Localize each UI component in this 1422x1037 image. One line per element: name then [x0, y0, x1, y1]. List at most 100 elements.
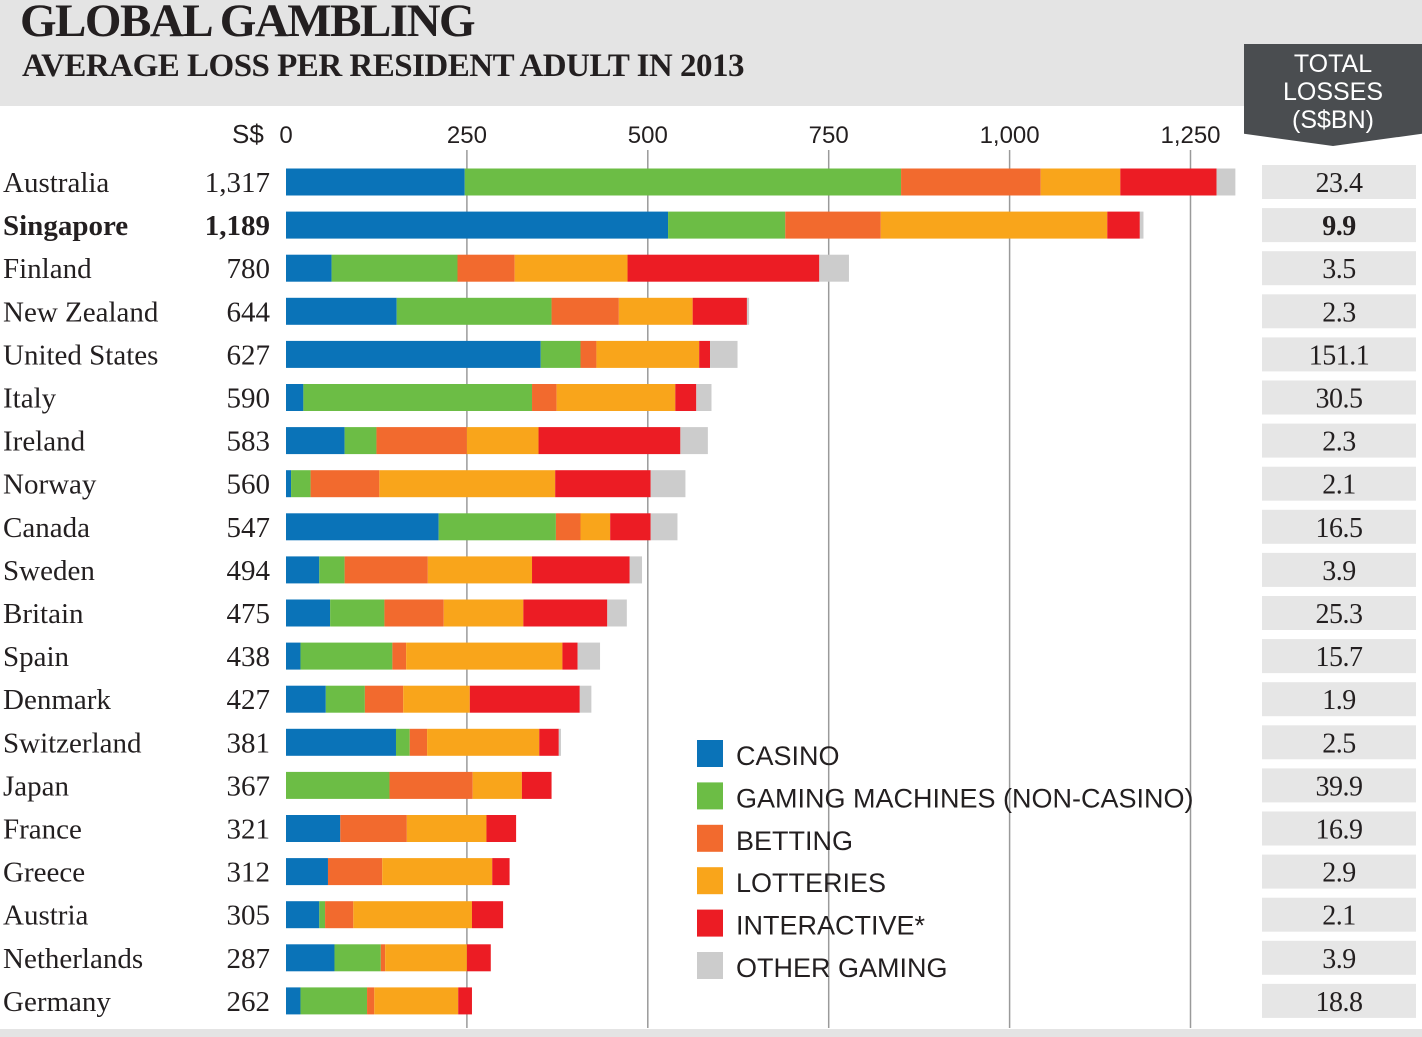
average-loss-label: 547 [227, 512, 271, 544]
bar-segment [344, 427, 377, 455]
bar-segment [325, 901, 354, 929]
bar-segment [438, 513, 556, 541]
x-tick-label: 250 [447, 122, 487, 149]
total-losses-value: 2.5 [1322, 728, 1356, 759]
bar-segment [580, 513, 611, 541]
country-label: Japan [3, 770, 70, 802]
total-losses-value: 30.5 [1316, 384, 1363, 415]
bar-segment [286, 513, 439, 541]
bar-segment [555, 513, 581, 541]
legend-label: CASINO [736, 741, 840, 771]
chart-row: Spain 438 15.7 [3, 639, 1416, 674]
bar-segment [367, 987, 375, 1015]
bar-segment [443, 599, 524, 627]
average-loss-label: 475 [227, 598, 271, 630]
total-losses-cell [1262, 552, 1416, 587]
bar-segment [325, 685, 365, 713]
bar-segment [286, 470, 292, 498]
total-losses-cell [1262, 940, 1416, 975]
bar-segment [668, 211, 786, 239]
bar-segment [364, 685, 404, 713]
bar-segment [562, 642, 578, 670]
chart-row: Britain 475 25.3 [3, 596, 1416, 630]
legend-label: OTHER GAMING [736, 953, 948, 983]
total-losses-cell [1262, 208, 1416, 243]
bar-segment [286, 858, 328, 886]
x-tick-label: 750 [809, 122, 849, 149]
bar-segment [650, 470, 686, 498]
chart-title: GLOBAL GAMBLING [20, 0, 476, 47]
country-label: Greece [3, 857, 85, 889]
x-axis-ticks: 0 250 500 750 1,000 1,250 [279, 122, 1220, 149]
chart-row: France 321 16.9 [3, 811, 1416, 846]
bar-segment [286, 901, 320, 929]
bar-segment [457, 254, 515, 282]
bar-segment [286, 987, 301, 1015]
bar-segment [710, 340, 738, 368]
bar-segment [551, 297, 619, 325]
bottom-band [0, 1029, 1422, 1037]
average-loss-label: 427 [227, 684, 271, 716]
total-losses-cell [1262, 165, 1416, 199]
bar-segment [901, 168, 1041, 196]
average-loss-label: 644 [227, 296, 271, 328]
average-loss-label: 321 [227, 814, 271, 846]
bar-segment [880, 211, 1108, 239]
legend: CASINO GAMING MACHINES (NON-CASINO) BETTIN… [697, 740, 1194, 983]
total-losses-cell [1262, 509, 1416, 544]
bar-segment [389, 771, 473, 799]
total-losses-value: 2.1 [1322, 470, 1356, 501]
bar-segment [286, 685, 326, 713]
bar-segment [327, 858, 383, 886]
title-band [0, 0, 1422, 106]
bar-segment [286, 297, 397, 325]
total-losses-value: 2.3 [1322, 297, 1356, 328]
bar-segment [392, 642, 407, 670]
bar-segment [1120, 168, 1217, 196]
legend-label: GAMING MACHINES (NON-CASINO) [736, 783, 1194, 813]
legend-swatch [697, 782, 723, 810]
total-losses-cell [1262, 811, 1416, 846]
bar-segment [556, 384, 676, 411]
x-tick-label: 1,000 [980, 122, 1040, 149]
legend-item: GAMING MACHINES (NON-CASINO) [697, 782, 1194, 813]
country-label: Finland [3, 253, 92, 285]
bar-segment [319, 556, 345, 584]
bar-segment [558, 728, 561, 756]
legend-item: LOTTERIES [697, 867, 886, 898]
chart-row: Japan 367 39.9 [3, 768, 1416, 803]
bar-segment [380, 944, 386, 972]
bar-segment [819, 254, 849, 282]
bar-segment [538, 427, 681, 455]
bar-segment [395, 728, 410, 756]
country-label: Spain [3, 641, 70, 673]
total-losses-cell [1262, 337, 1416, 372]
country-label: Denmark [3, 684, 111, 716]
bar-segment [785, 211, 881, 239]
bar-segment [330, 599, 385, 627]
country-label: United States [3, 339, 158, 371]
bar-segment [403, 685, 470, 713]
bar-segment [1139, 211, 1144, 239]
bar-segment [1107, 211, 1140, 239]
bar-segment [406, 642, 563, 670]
bar-segment [466, 427, 539, 455]
chart-row: Finland 780 3.5 [3, 251, 1416, 286]
total-losses-cell [1262, 639, 1416, 674]
legend-swatch [697, 909, 723, 937]
chart-row: Italy 590 30.5 [3, 380, 1416, 415]
total-losses-value: 16.5 [1316, 513, 1363, 544]
total-losses-cell [1262, 466, 1416, 501]
bar-segment [385, 944, 467, 972]
total-losses-cell [1262, 596, 1416, 630]
country-label: Sweden [3, 555, 95, 587]
bar-segment [471, 901, 504, 929]
total-losses-cell [1262, 294, 1416, 329]
total-losses-header: TOTAL LOSSES (S$BN) [1244, 44, 1422, 146]
bar-segment [286, 384, 304, 411]
bar-segment [382, 858, 493, 886]
average-loss-label: 560 [227, 469, 271, 501]
bar-segment [580, 340, 597, 368]
legend-item: CASINO [697, 740, 840, 771]
chart-row: Netherlands 287 3.9 [3, 940, 1416, 975]
